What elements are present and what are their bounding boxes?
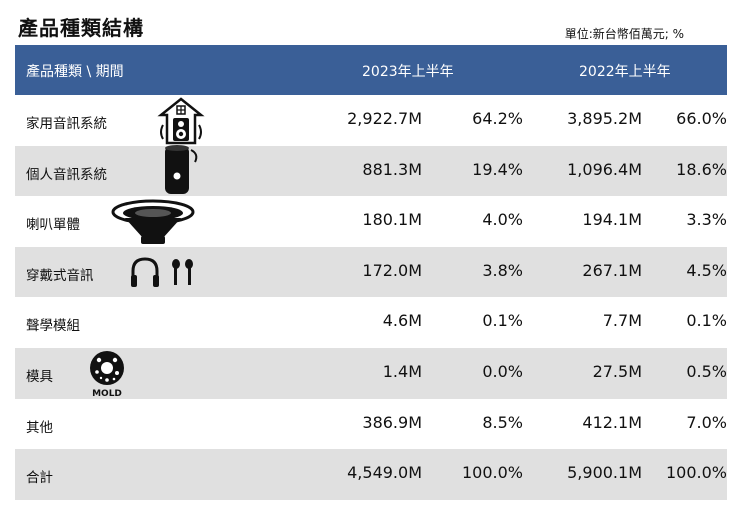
table-row: 家用音訊系統 2,922.7M 64.2% 3,895.2M 66.0% bbox=[15, 95, 727, 146]
row-label: 穿戴式音訊 bbox=[26, 267, 94, 284]
value-2022: 7.7M bbox=[602, 311, 642, 331]
percent-2023: 100.0% bbox=[461, 463, 523, 483]
row-label: 喇叭單體 bbox=[26, 217, 80, 234]
percent-2023: 0.0% bbox=[482, 361, 523, 381]
table-row: 個人音訊系統 881.3M 19.4% 1,096.4M 18.6% bbox=[15, 144, 727, 197]
percent-2022: 4.5% bbox=[686, 260, 727, 280]
percent-2023: 8.5% bbox=[482, 412, 523, 432]
table-row: 喇叭單體 180.1M 4.0% 194.1M 3.3% bbox=[15, 196, 727, 247]
row-label: 模具 bbox=[26, 368, 53, 385]
table-row-total: 合計 4,549.0M 100.0% 5,900.1M 100.0% bbox=[15, 449, 727, 500]
value-2023: 172.0M bbox=[362, 260, 422, 280]
unit-note: 單位:新台幣佰萬元; % bbox=[564, 27, 684, 41]
percent-2022: 7.0% bbox=[686, 412, 727, 432]
headphones-earbuds-icon bbox=[131, 257, 193, 287]
mold-icon-label: MOLD bbox=[92, 389, 122, 398]
percent-2023: 64.2% bbox=[472, 109, 523, 128]
value-2022: 3,895.2M bbox=[567, 109, 642, 128]
value-2022: 5,900.1M bbox=[567, 463, 642, 483]
value-2022: 194.1M bbox=[582, 210, 642, 230]
percent-2022: 3.3% bbox=[686, 210, 727, 230]
value-2023: 2,922.7M bbox=[347, 109, 422, 128]
value-2022: 27.5M bbox=[592, 361, 642, 381]
percent-2023: 19.4% bbox=[472, 159, 523, 179]
value-2022: 267.1M bbox=[582, 260, 642, 280]
table-row: 模具 MOLD 1.4M 0.0% 27.5M 0.5% bbox=[15, 347, 727, 399]
value-2023: 4,549.0M bbox=[347, 463, 422, 483]
percent-2023: 0.1% bbox=[482, 311, 523, 331]
percent-2022: 66.0% bbox=[676, 109, 727, 128]
percent-2022: 18.6% bbox=[676, 159, 727, 179]
header-category-period: 產品種類 \ 期間 bbox=[26, 64, 124, 80]
value-2023: 4.6M bbox=[382, 311, 422, 331]
value-2023: 386.9M bbox=[362, 412, 422, 432]
percent-2022: 0.5% bbox=[686, 361, 727, 381]
product-structure-table: 產品種類 \ 期間 2023年上半年 2022年上半年 家用音訊系統 2,922… bbox=[15, 45, 727, 500]
percent-2022: 0.1% bbox=[686, 311, 727, 331]
header-2023h1: 2023年上半年 bbox=[362, 64, 454, 80]
value-2022: 412.1M bbox=[582, 412, 642, 432]
home-speaker-icon bbox=[157, 97, 205, 145]
row-label: 合計 bbox=[26, 470, 53, 487]
mold-icon: MOLD bbox=[90, 350, 124, 398]
header-2022h1: 2022年上半年 bbox=[579, 64, 671, 80]
value-2023: 1.4M bbox=[382, 361, 422, 381]
table-row: 聲學模組 4.6M 0.1% 7.7M 0.1% bbox=[15, 297, 727, 348]
table-header: 產品種類 \ 期間 2023年上半年 2022年上半年 bbox=[15, 45, 727, 95]
percent-2023: 4.0% bbox=[482, 210, 523, 230]
portable-speaker-icon bbox=[165, 144, 198, 194]
page-title: 產品種類結構 bbox=[18, 16, 144, 40]
row-label: 個人音訊系統 bbox=[26, 166, 107, 183]
row-label: 聲學模組 bbox=[26, 318, 80, 335]
row-label: 其他 bbox=[26, 419, 53, 436]
value-2023: 881.3M bbox=[362, 159, 422, 179]
speaker-driver-icon bbox=[111, 199, 195, 245]
table-row: 其他 386.9M 8.5% 412.1M 7.0% bbox=[15, 399, 727, 450]
percent-2022: 100.0% bbox=[665, 463, 727, 483]
table-row: 穿戴式音訊 172.0M 3.8% 267.1M 4.5% bbox=[15, 246, 727, 298]
value-2022: 1,096.4M bbox=[567, 159, 642, 179]
percent-2023: 3.8% bbox=[482, 260, 523, 280]
value-2023: 180.1M bbox=[362, 210, 422, 230]
row-label: 家用音訊系統 bbox=[26, 116, 107, 132]
